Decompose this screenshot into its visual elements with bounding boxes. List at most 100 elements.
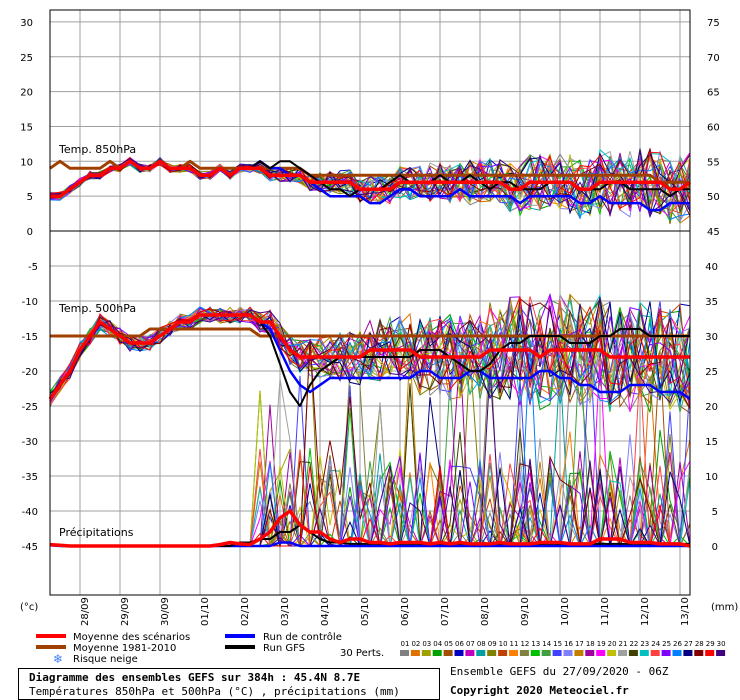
member-legend-swatch: [639, 650, 649, 656]
member-legend-swatch: [421, 650, 431, 656]
member-legend-number: 11: [510, 640, 519, 648]
member-legend-swatch: [476, 650, 486, 656]
y-tick-label-left-bottom: -35: [22, 472, 38, 483]
member-legend-swatch: [530, 650, 540, 656]
member-legend-number: 21: [619, 640, 628, 648]
member-legend-swatch: [607, 650, 617, 656]
member-legend-swatch: [410, 650, 420, 656]
member-legend-swatch: [596, 650, 606, 656]
member-legend-number: 03: [422, 640, 431, 648]
member-legend-number: 27: [684, 640, 693, 648]
legend-snow-label: Risque neige: [73, 654, 138, 665]
y-tick-label-left-top: 5: [27, 192, 33, 203]
member-legend-number: 09: [488, 640, 497, 648]
member-legend-swatch: [432, 650, 442, 656]
x-tick-label-date: 02/10: [240, 597, 251, 626]
x-tick-label-date: 29/09: [120, 597, 131, 626]
y-tick-label-right-bottom: 35: [705, 297, 718, 308]
x-tick-label-date: 01/10: [200, 597, 211, 626]
member-legend-number: 22: [629, 640, 638, 648]
y-tick-label-right-bottom: 25: [705, 367, 718, 378]
member-legend-number: 28: [695, 640, 704, 648]
y-tick-label-right-bottom: 0: [712, 542, 718, 553]
series-precip-mean: [49, 509, 691, 548]
series-t850-mean: [50, 159, 692, 198]
y-tick-label-left-top: 30: [20, 18, 33, 29]
t500-panel-label: Temp. 500hPa: [58, 302, 136, 315]
y-tick-label-left-bottom: -25: [22, 402, 38, 413]
x-tick-label-date: 05/10: [360, 597, 371, 626]
legend-clim-label: Moyenne 1981-2010: [73, 643, 176, 654]
member-legend-number: 13: [531, 640, 540, 648]
member-legend-number: 15: [553, 640, 562, 648]
y-tick-label-right-bottom: 40: [705, 262, 718, 273]
member-legend-swatch: [694, 650, 704, 656]
left-unit-label: (°c): [20, 602, 38, 613]
y-tick-label-left-bottom: -20: [22, 367, 38, 378]
member-line-t500: [49, 297, 691, 410]
member-legend-swatch: [487, 650, 497, 656]
member-legend-number: 23: [640, 640, 649, 648]
series-t500-mean: [48, 313, 690, 401]
member-legend-swatch: [465, 650, 475, 656]
member-legend-number: 26: [673, 640, 682, 648]
y-tick-label-left-top: 15: [20, 122, 33, 133]
member-legend-swatch: [661, 650, 671, 656]
y-tick-label-right-bottom: 10: [705, 472, 718, 483]
legend-perts-label: 30 Perts.: [340, 648, 384, 659]
member-legend-swatch: [650, 650, 660, 656]
member-line-t500: [49, 296, 691, 404]
y-tick-label-left-top: 25: [20, 53, 33, 64]
x-tick-label-date: 07/10: [440, 597, 451, 626]
member-legend-number: 06: [455, 640, 464, 648]
member-legend-number: 25: [662, 640, 671, 648]
y-tick-label-left-bottom: -5: [28, 262, 38, 273]
member-legend-number: 17: [575, 640, 584, 648]
y-tick-label-right-top: 50: [707, 192, 720, 203]
t850-panel-label: Temp. 850hPa: [58, 143, 136, 156]
member-legend-swatch: [552, 650, 562, 656]
y-tick-label-left-top: 20: [20, 88, 33, 99]
member-legend-number: 05: [444, 640, 453, 648]
y-tick-label-left-bottom: -45: [22, 542, 38, 553]
member-legend-number: 16: [564, 640, 573, 648]
copyright-label: Copyright 2020 Meteociel.fr: [450, 684, 629, 697]
y-tick-label-left-bottom: -30: [22, 437, 38, 448]
y-tick-label-left-bottom: -15: [22, 332, 38, 343]
member-legend-swatch: [705, 650, 715, 656]
member-legend-number: 12: [520, 640, 529, 648]
member-legend: 01 02 03 04 05 06 07 08 09 10 11 12 13 14 15 16 17 18 19 20…: [400, 640, 726, 656]
legend-gfs-label: Run GFS: [263, 643, 305, 654]
x-tick-label-date: 13/10: [680, 597, 691, 626]
member-legend-swatch: [716, 650, 726, 656]
y-tick-label-left-top: 10: [20, 157, 33, 168]
member-line-t500: [49, 298, 691, 403]
footer-title: Diagramme des ensembles GEFS sur 384h : …: [29, 671, 361, 684]
member-legend-swatch: [454, 650, 464, 656]
member-legend-number: 29: [706, 640, 715, 648]
y-tick-label-right-top: 60: [707, 122, 720, 133]
member-legend-number: 30: [717, 640, 726, 648]
x-tick-label-date: 11/10: [600, 597, 611, 626]
precip-panel-label: Précipitations: [59, 526, 134, 539]
y-tick-label-left-bottom: -40: [22, 507, 38, 518]
y-tick-label-right-top: 70: [707, 53, 720, 64]
footer-subtitle: Températures 850hPa et 500hPa (°C) , pré…: [29, 685, 400, 698]
member-legend-swatch: [585, 650, 595, 656]
member-legend-swatch: [563, 650, 573, 656]
ensemble-run-label: Ensemble GEFS du 27/09/2020 - 06Z: [450, 665, 669, 678]
snowflake-icon: ❄: [53, 652, 63, 665]
member-legend-number: 24: [651, 640, 660, 648]
member-legend-swatch: [672, 650, 682, 656]
member-legend-swatch: [443, 650, 453, 656]
member-legend-swatch: [400, 650, 409, 656]
member-legend-swatch: [574, 650, 584, 656]
member-legend-swatch: [628, 650, 638, 656]
x-tick-label-date: 06/10: [400, 597, 411, 626]
x-tick-label-date: 09/10: [520, 597, 531, 626]
x-tick-label-date: 08/10: [480, 597, 491, 626]
x-tick-label-date: 28/09: [80, 597, 91, 626]
member-legend-number: 08: [477, 640, 486, 648]
